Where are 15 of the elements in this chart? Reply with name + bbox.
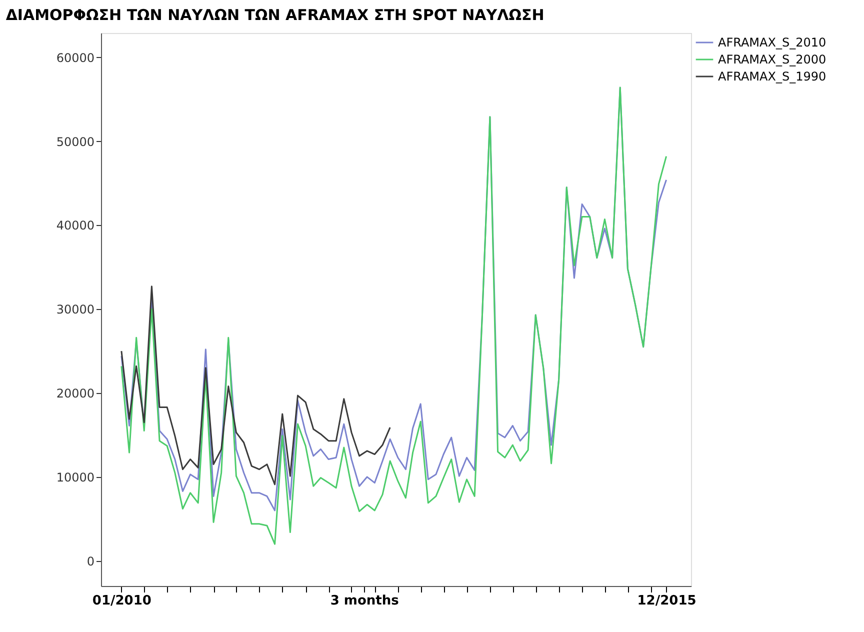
y-tick-label: 0 — [86, 554, 94, 568]
y-tick-label: 30000 — [56, 302, 94, 317]
y-tick-label: 20000 — [56, 386, 94, 400]
chart-title: ΔΙΑΜΟΡΦΩΣΗ ΤΩΝ ΝΑΥΛΩΝ ΤΩΝ AFRAMAX ΣΤΗ SPOT ΝΑΥΛΩΣΗ — [6, 6, 544, 24]
y-tick-label: 40000 — [56, 218, 94, 233]
legend-label: AFRAMAX_S_2010 — [718, 36, 826, 50]
y-tick-label: 60000 — [56, 50, 94, 65]
line-series — [120, 286, 391, 486]
legend-label: AFRAMAX_S_1990 — [718, 70, 826, 84]
y-tick-label: 50000 — [56, 134, 94, 149]
x-tick-label: 12/2015 — [637, 594, 696, 608]
y-tick-label: 10000 — [56, 470, 94, 484]
x-tick-label: 3 months — [330, 594, 400, 608]
legend-label: AFRAMAX_S_2000 — [718, 52, 826, 66]
x-tick-label: 01/2010 — [92, 594, 152, 608]
